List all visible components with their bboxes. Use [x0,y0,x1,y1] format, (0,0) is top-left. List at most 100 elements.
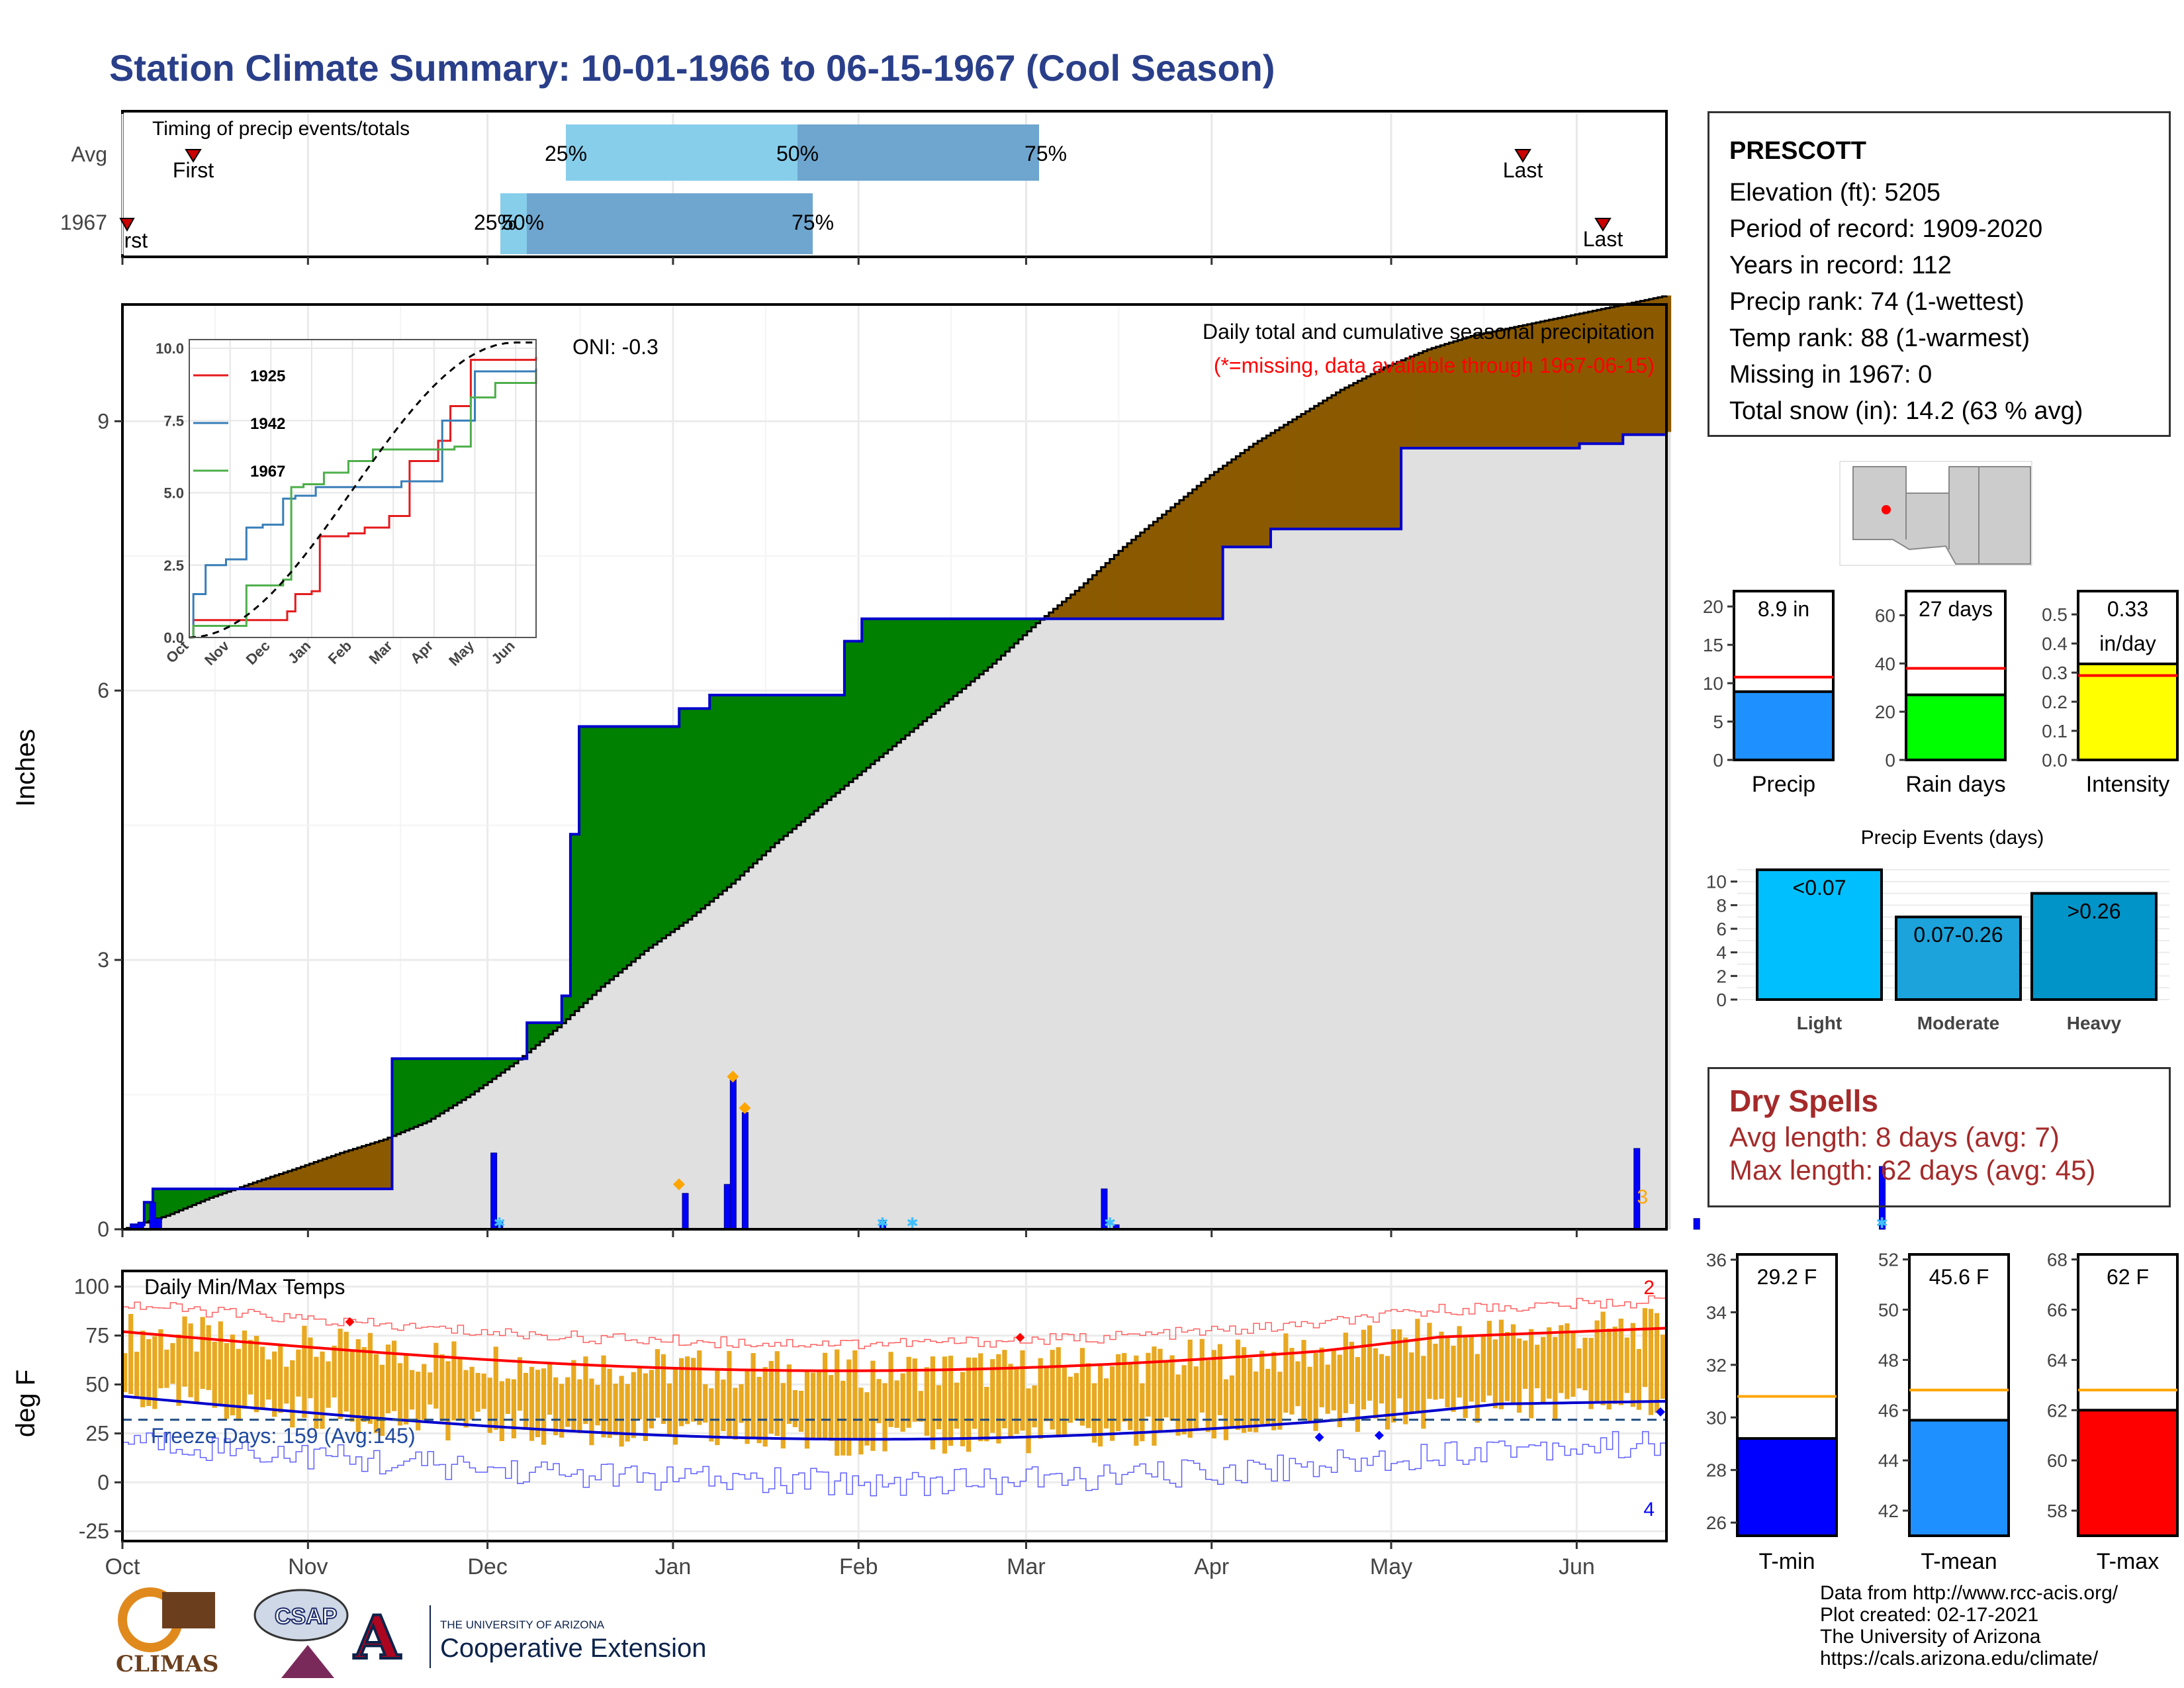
deficit-area-segment [1440,345,1445,449]
surplus-area-segment [427,1058,432,1122]
temp-summary-ytick-label: 50 [1878,1299,1899,1320]
daily-temp-bar [780,1383,786,1449]
daily-temp-bar [1522,1340,1528,1389]
deficit-area-segment [1584,312,1589,444]
temp-summary-bar-T-max [2077,1409,2179,1537]
daily-temp-bar [158,1329,163,1389]
timing-row-avg: Avg [71,142,107,166]
daily-temp-bar [1570,1332,1576,1397]
daily-temp-bar [391,1340,397,1411]
daily-temp-bar [1134,1355,1139,1446]
surplus-area-segment [857,641,862,775]
surplus-area-segment [975,618,980,679]
daily-temp-bar [756,1376,762,1444]
temp-summary-ytick-label: 64 [2047,1350,2068,1370]
first-marker-avg [185,149,202,163]
deficit-area-segment [383,1139,388,1189]
deficit-area-segment [353,1149,358,1189]
surplus-area-segment [483,1058,488,1086]
deficit-area-segment [1253,444,1258,547]
daily-temp-bar [128,1313,134,1394]
summary-label-Precip: Precip [1752,772,1815,797]
surplus-area-segment [414,1058,419,1127]
surplus-area-segment [1036,618,1041,624]
timing-row-1967: 1967 [60,211,107,234]
surplus-area-segment [866,618,871,768]
daily-temp-bar [463,1370,469,1428]
daily-temp-bar [194,1351,199,1403]
surplus-area-segment [600,726,606,987]
daily-temp-bar [774,1351,780,1436]
deficit-area-segment [1075,590,1080,619]
snow-marker: ✱ [906,1215,918,1231]
surplus-area-segment [935,618,941,711]
surplus-area-segment [170,1188,175,1214]
surplus-area-segment [470,1058,475,1095]
temp-ytick-label: -25 [79,1519,109,1543]
deficit-area-segment [1488,332,1493,449]
deficit-area-segment [1244,449,1250,547]
daily-temp-bar [1492,1339,1498,1409]
deficit-area-segment [1270,432,1276,530]
heavy-precip-marker [672,1178,685,1191]
daily-temp-bar [685,1356,690,1425]
deficit-area-segment [1544,320,1550,449]
surplus-area-segment [862,618,867,772]
station-location-dot [1882,505,1891,514]
inset-ytick-label: 7.5 [163,412,184,429]
events-ytick-label: 6 [1716,919,1727,939]
deficit-area-segment [336,1154,341,1189]
deficit-area-segment [1201,482,1206,619]
deficit-area-segment [1435,346,1441,449]
summary-value-Rain days: 27 days [1919,597,1993,621]
daily-temp-bar [445,1361,451,1441]
daily-temp-bar [1319,1347,1324,1407]
timing-label: Timing of precip events/totals [152,118,410,140]
temp-summary-ytick-label: 44 [1878,1450,1899,1471]
surplus-area-segment [901,618,906,739]
daily-temp-bar [1588,1338,1594,1409]
surplus-area-segment [927,618,932,718]
inset-series-line-1925 [189,357,537,639]
surplus-area-segment [853,641,858,779]
daily-temp-bar [332,1345,337,1398]
temp-title: Daily Min/Max Temps [144,1275,345,1299]
surplus-area-segment [549,1023,554,1035]
daily-temp-bar [469,1366,475,1420]
daily-temp-bar [1559,1325,1564,1393]
precip-subtitle: (*=missing, data available through 1967-… [1214,353,1655,377]
daily-temp-bar [936,1385,942,1430]
surplus-area-segment [992,618,997,664]
daily-temp-bar [888,1352,893,1427]
surplus-area-segment [718,694,723,895]
daily-temp-bar [1582,1337,1588,1391]
daily-temp-bar [1181,1365,1187,1434]
deficit-area-segment [1327,398,1332,530]
ua-logo: A THE UNIVERSITY OF ARIZONA Cooperative … [352,1601,706,1674]
state-map [1839,461,2032,566]
surplus-area-segment [896,618,901,743]
daily-temp-bar [1199,1338,1205,1413]
daily-precip-bar [729,1076,737,1230]
temp-summary-value-T-mean: 45.6 F [1929,1265,1989,1289]
daily-temp-bar [314,1356,319,1429]
credit-plot-date: Plot created: 02-17-2021 [1820,1604,2039,1626]
daily-temp-bar [804,1370,810,1449]
deficit-area-segment [1053,608,1058,619]
daily-temp-bar [1480,1335,1486,1403]
daily-temp-bar [529,1366,535,1441]
timing-bar-1967-50-75 [527,193,813,254]
daily-temp-bar [1259,1350,1265,1425]
surplus-area-segment [461,1058,467,1100]
surplus-area-segment [905,618,911,736]
daily-precip-bar [1879,1166,1886,1230]
timing-bar-1967-25-50 [500,193,527,254]
daily-temp-bar [1475,1354,1480,1423]
daily-temp-bar [140,1331,146,1407]
daily-temp-bar [1379,1354,1385,1404]
temp-summary-ytick-label: 68 [2047,1250,2068,1270]
surplus-area-segment [566,996,571,1019]
daily-temp-bar [146,1338,152,1407]
temp-summary-ytick-label: 30 [1706,1407,1727,1428]
deficit-area-segment [261,1180,267,1189]
